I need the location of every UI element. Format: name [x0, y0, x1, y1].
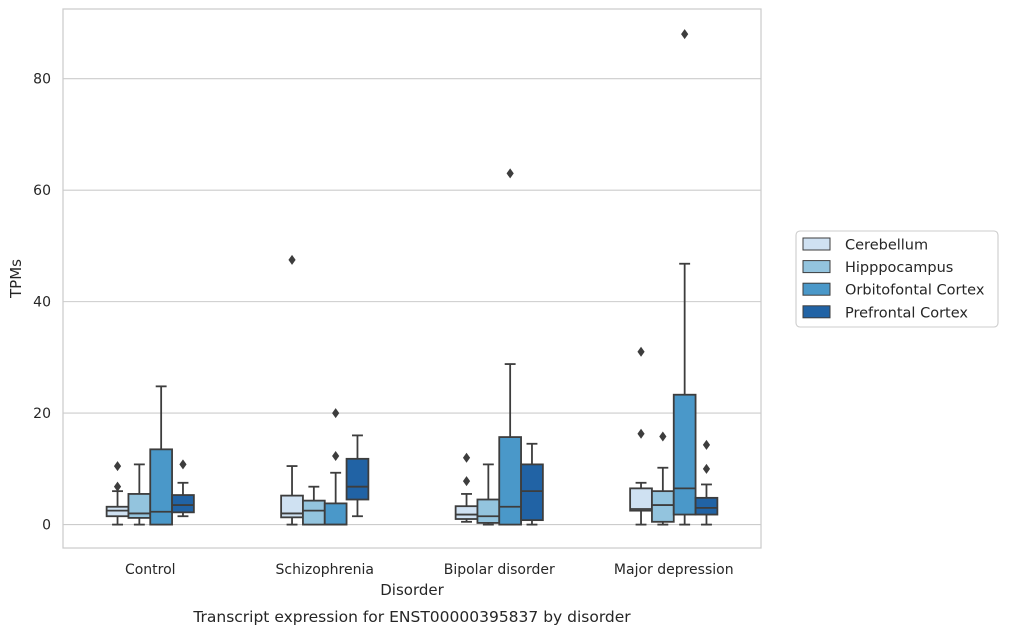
x-tick-label: Control: [125, 562, 176, 578]
box-hipppocampus-schizophrenia: [302, 485, 326, 526]
box-iqr: [149, 448, 173, 526]
box-iqr: [171, 494, 195, 514]
legend-swatch: [802, 282, 831, 296]
outlier-point: [332, 408, 340, 419]
plot-frame: [62, 8, 762, 549]
box-cerebellum-control: [105, 461, 130, 526]
box-iqr: [476, 498, 501, 524]
y-tick-label: 80: [33, 72, 51, 88]
y-tick-label: 20: [33, 406, 51, 422]
legend-label: Orbitofontal Cortex: [845, 283, 985, 299]
legend-frame: [795, 230, 999, 328]
box-iqr: [520, 463, 544, 522]
box-iqr: [629, 487, 653, 512]
box-iqr: [672, 393, 697, 516]
box-iqr: [345, 457, 370, 501]
outlier-point: [681, 29, 689, 40]
outlier-point: [702, 463, 711, 474]
legend-swatch: [802, 260, 831, 274]
legend-label: Hipppocampus: [845, 260, 953, 276]
box-prefrontal-cortex-schizophrenia: [345, 434, 370, 518]
box-cerebellum-schizophrenia: [280, 254, 304, 526]
legend-swatch: [802, 237, 831, 251]
outlier-point: [288, 254, 296, 265]
box-iqr: [323, 502, 348, 526]
outlier-point: [332, 451, 340, 462]
y-tick-label: 0: [42, 518, 51, 534]
outlier-point: [462, 452, 471, 463]
outlier-point: [702, 439, 711, 450]
box-prefrontal-cortex-bipolar-disorder: [520, 442, 544, 526]
legend-swatch: [802, 305, 831, 319]
box-hipppocampus-bipolar-disorder: [476, 463, 501, 526]
box-iqr: [302, 499, 326, 526]
box-orbitofontal-cortex-bipolar-disorder: [498, 168, 522, 526]
box-iqr: [498, 436, 522, 526]
box-cerebellum-major-depression: [629, 346, 653, 526]
outlier-point: [637, 346, 645, 357]
legend-label: Prefrontal Cortex: [845, 305, 968, 321]
y-tick-label: 60: [33, 183, 51, 199]
x-axis-ticks: Control Schizophrenia Bipolar disorder Majo…: [125, 562, 734, 578]
box-hipppocampus-control: [127, 463, 152, 526]
box-orbitofontal-cortex-schizophrenia: [323, 408, 348, 526]
outlier-point: [506, 168, 514, 179]
chart-caption: Transcript expression for ENST0000039583…: [192, 608, 631, 626]
x-tick-label: Bipolar disorder: [444, 562, 555, 578]
y-axis-title: TPMs: [7, 259, 25, 299]
box-prefrontal-cortex-major-depression: [694, 439, 719, 526]
y-axis-ticks: 0 20 40 60 80: [33, 72, 51, 534]
box-groups: [105, 29, 719, 526]
outlier-point: [113, 461, 122, 472]
box-cerebellum-bipolar-disorder: [454, 452, 479, 523]
x-tick-label: Major depression: [614, 562, 734, 578]
y-tick-label: 40: [33, 295, 51, 311]
legend-label: Cerebellum: [845, 238, 928, 254]
outlier-point: [179, 459, 187, 470]
box-iqr: [694, 496, 719, 516]
box-iqr: [651, 490, 675, 523]
outlier-point: [659, 431, 667, 442]
legend: Cerebellum Hipppocampus Orbitofontal Corte…: [795, 230, 999, 328]
outlier-point: [113, 481, 122, 492]
box-orbitofontal-cortex-major-depression: [672, 29, 697, 526]
box-prefrontal-cortex-control: [171, 459, 195, 518]
outlier-point: [637, 428, 645, 439]
x-tick-label: Schizophrenia: [276, 562, 374, 578]
outlier-point: [462, 476, 471, 487]
x-axis-title: Disorder: [380, 581, 444, 599]
box-iqr: [454, 505, 479, 520]
box-orbitofontal-cortex-control: [149, 385, 173, 526]
box-hipppocampus-major-depression: [651, 431, 675, 526]
